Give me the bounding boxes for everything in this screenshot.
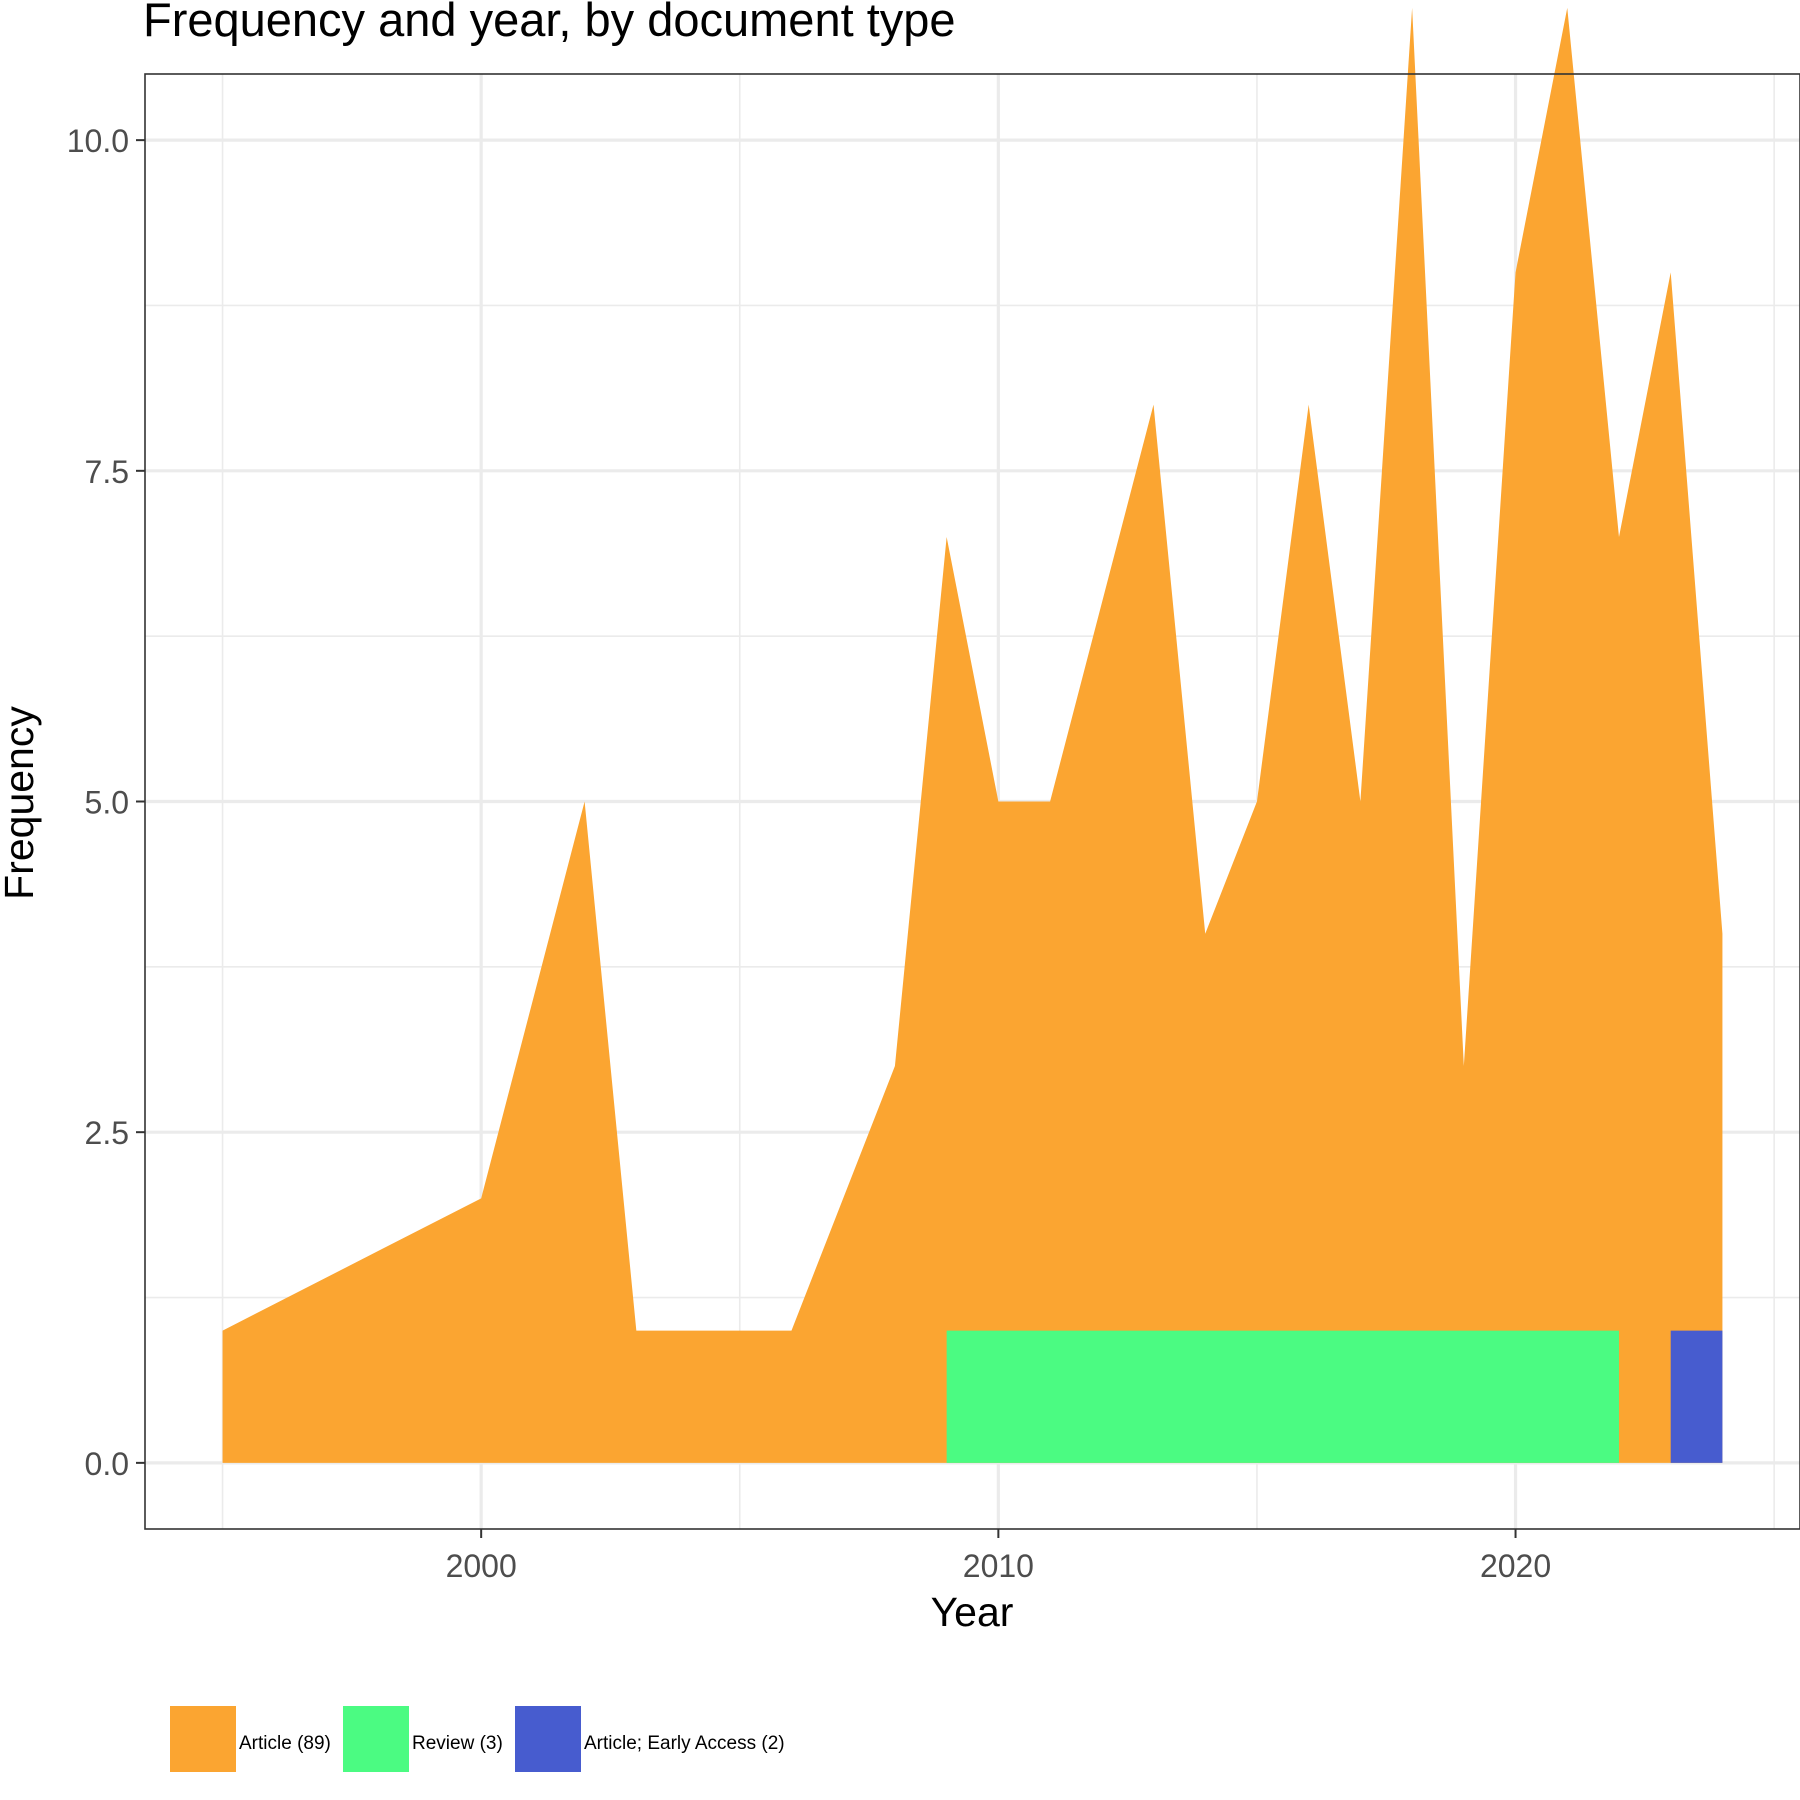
y-axis: 0.0 2.5 5.0 7.5 10.0 bbox=[67, 123, 145, 1482]
legend-label: Review (3) bbox=[412, 1733, 503, 1754]
y-tick-label: 2.5 bbox=[85, 1115, 129, 1151]
series-area-article bbox=[222, 7, 1723, 1463]
legend-key bbox=[515, 1706, 581, 1772]
y-tick-label: 10.0 bbox=[67, 123, 129, 159]
chart-title: Frequency and year, by document type bbox=[143, 0, 956, 46]
y-tick-label: 5.0 bbox=[85, 785, 129, 821]
x-tick-label: 2010 bbox=[963, 1548, 1034, 1584]
x-tick-label: 2020 bbox=[1480, 1548, 1551, 1584]
series-area-early-access bbox=[1670, 1330, 1723, 1463]
y-tick-label: 0.0 bbox=[85, 1446, 129, 1482]
x-tick-label: 2000 bbox=[446, 1548, 517, 1584]
legend-key bbox=[170, 1706, 236, 1772]
legend-key bbox=[343, 1706, 409, 1772]
x-axis-label: Year bbox=[931, 1589, 1014, 1635]
y-tick-label: 7.5 bbox=[85, 454, 129, 490]
legend-label: Article; Early Access (2) bbox=[584, 1733, 785, 1754]
y-axis-label: Frequency bbox=[0, 706, 42, 900]
x-axis: 2000 2010 2020 bbox=[446, 1529, 1551, 1584]
legend: Article (89) Review (3) Article; Early Acc… bbox=[170, 1706, 785, 1772]
series-area-review bbox=[946, 1330, 1619, 1463]
legend-label: Article (89) bbox=[239, 1733, 331, 1754]
series-areas bbox=[222, 7, 1723, 1463]
